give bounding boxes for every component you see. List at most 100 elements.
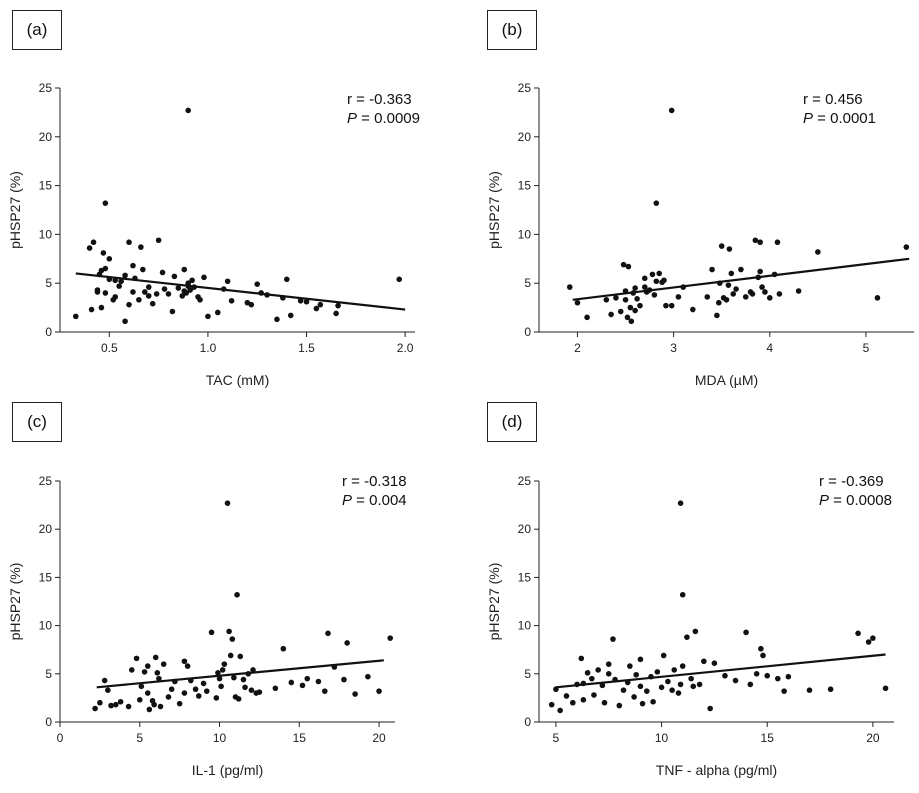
data-point-a: [171, 273, 178, 280]
data-point-b: [651, 292, 658, 298]
data-point-c: [203, 688, 210, 694]
data-point-c: [136, 697, 143, 703]
data-point-b: [738, 266, 744, 273]
x-axis-label-a: TAC (mM): [206, 372, 270, 388]
data-point-d: [631, 694, 637, 700]
r-value-a: r = -0.363: [347, 91, 412, 108]
data-point-a: [287, 312, 294, 319]
data-point-a: [280, 295, 286, 301]
x-tick-label-a: 1.5: [298, 341, 315, 355]
data-point-c: [352, 691, 358, 697]
y-tick-label-d: 10: [518, 619, 532, 633]
data-point-d: [557, 707, 563, 714]
data-point-a: [179, 293, 186, 299]
data-point-a: [335, 302, 341, 309]
data-point-d: [616, 702, 623, 709]
data-point-a: [98, 304, 105, 311]
data-point-a: [102, 200, 109, 206]
data-point-d: [707, 705, 713, 712]
data-point-a: [126, 301, 132, 308]
x-tick-label-d: 20: [866, 731, 880, 745]
data-point-d: [711, 660, 718, 666]
data-point-a: [90, 239, 97, 246]
data-point-b: [622, 296, 629, 303]
data-point-a: [153, 291, 160, 297]
data-point-a: [205, 313, 211, 320]
data-point-c: [231, 674, 237, 681]
y-tick-label-a: 25: [39, 81, 53, 95]
data-point-c: [160, 661, 167, 667]
data-point-a: [165, 291, 172, 297]
data-point-b: [714, 312, 720, 319]
data-point-a: [224, 278, 231, 285]
x-axis-label-b: MDA (µM): [695, 372, 758, 388]
data-point-a: [112, 277, 119, 284]
data-point-b: [815, 249, 821, 255]
data-point-d: [605, 661, 612, 667]
data-point-a: [248, 301, 255, 308]
data-point-d: [870, 635, 876, 641]
y-axis-label-b: pHSP27 (%): [486, 171, 502, 249]
data-point-c: [341, 676, 347, 683]
y-axis-label-d: pHSP27 (%): [486, 563, 502, 641]
data-point-a: [303, 298, 310, 305]
data-point-c: [224, 500, 231, 506]
data-point-d: [669, 687, 675, 693]
data-point-b: [757, 239, 763, 246]
data-point-d: [684, 634, 690, 640]
y-tick-label-d: 15: [518, 570, 532, 584]
data-point-a: [106, 255, 113, 262]
y-tick-label-a: 20: [39, 130, 53, 144]
data-point-c: [157, 703, 164, 710]
y-tick-label-b: 15: [518, 179, 532, 193]
data-point-d: [760, 652, 766, 659]
data-point-d: [591, 692, 597, 698]
data-point-c: [208, 629, 215, 636]
data-point-b: [759, 284, 765, 290]
data-point-c: [92, 705, 98, 712]
data-point-b: [630, 290, 637, 296]
y-tick-label-b: 10: [518, 227, 532, 241]
data-point-d: [688, 675, 694, 682]
data-point-a: [201, 274, 207, 281]
x-tick-label-d: 10: [655, 731, 669, 745]
data-point-d: [696, 681, 703, 688]
data-point-d: [643, 688, 650, 694]
x-axis-label-d: TNF - alpha (pg/ml): [656, 762, 777, 778]
data-point-c: [288, 679, 295, 686]
data-point-a: [145, 293, 152, 299]
stats-b: r = 0.456 P = 0.0001: [803, 90, 876, 128]
data-point-a: [297, 297, 304, 304]
x-tick-label-c: 10: [213, 731, 227, 745]
data-point-c: [242, 684, 248, 691]
x-tick-label-d: 5: [553, 731, 560, 745]
data-point-a: [264, 292, 270, 298]
stats-a: r = -0.363 P = 0.0009: [347, 90, 420, 128]
data-point-a: [197, 296, 203, 303]
data-point-d: [677, 500, 684, 506]
data-point-d: [563, 693, 570, 699]
data-point-c: [215, 670, 221, 676]
p-symbol-b: P: [803, 110, 814, 127]
y-tick-label-b: 25: [518, 81, 532, 95]
data-point-d: [882, 685, 889, 692]
data-point-c: [272, 685, 279, 692]
data-point-c: [331, 664, 338, 670]
data-point-a: [145, 284, 152, 290]
data-point-b: [776, 291, 783, 297]
data-point-b: [646, 287, 653, 293]
data-point-b: [874, 295, 881, 301]
y-tick-label-c: 25: [39, 474, 53, 488]
data-point-c: [165, 694, 172, 700]
data-point-a: [86, 245, 93, 251]
x-tick-label-a: 1.0: [200, 341, 217, 355]
data-point-b: [716, 280, 723, 287]
data-point-b: [690, 306, 696, 313]
data-point-d: [774, 675, 781, 682]
data-point-a: [130, 289, 136, 295]
data-point-d: [648, 673, 654, 680]
data-point-b: [762, 289, 768, 295]
p-value-b: P = 0.0001: [803, 109, 876, 128]
y-tick-label-b: 5: [524, 276, 531, 290]
x-tick-label-b: 4: [766, 341, 773, 355]
